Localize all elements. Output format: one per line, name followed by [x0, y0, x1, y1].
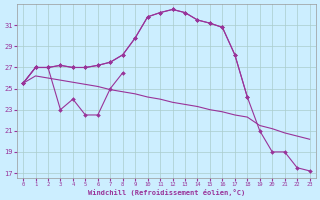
X-axis label: Windchill (Refroidissement éolien,°C): Windchill (Refroidissement éolien,°C): [88, 189, 245, 196]
